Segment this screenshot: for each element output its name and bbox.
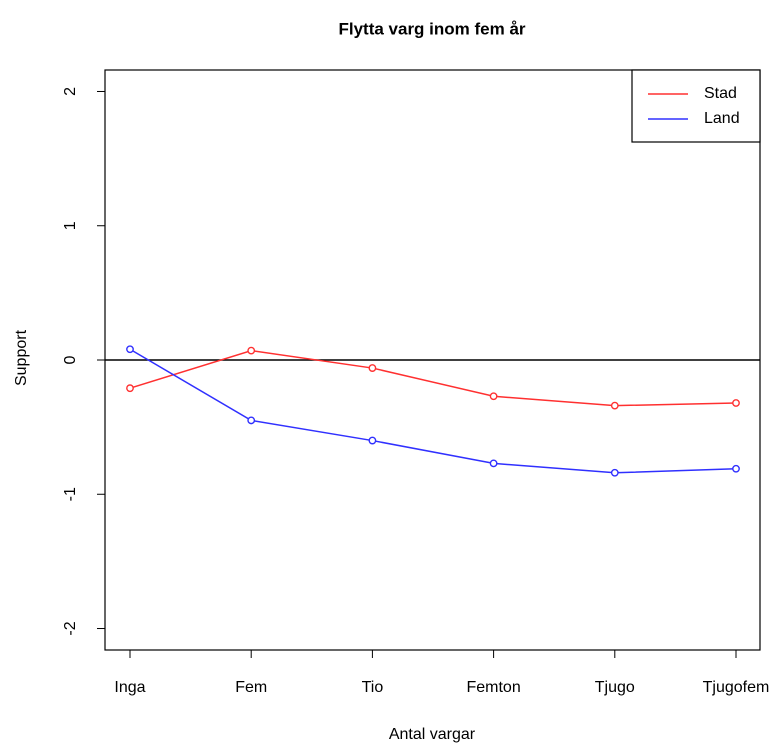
point (610, 468, 619, 477)
point (610, 401, 619, 410)
x-tick-label: Tio (362, 679, 384, 696)
x-tick-label: Tjugofem (703, 679, 770, 696)
point (126, 345, 134, 354)
y-tick-label: 1 (62, 221, 79, 230)
y-tick-label: 0 (62, 355, 79, 364)
series-line (129, 349, 737, 407)
y-tick-label: -1 (62, 487, 79, 501)
point (126, 384, 134, 393)
x-tick-label: Fem (235, 679, 267, 696)
point (489, 392, 498, 401)
point (368, 364, 377, 372)
point (247, 416, 256, 425)
legend-box (631, 69, 761, 143)
point (489, 459, 498, 468)
x-axis-label: Antal vargar (389, 726, 476, 743)
x-tick-label: Inga (114, 679, 145, 696)
y-axis-label: Support (13, 329, 30, 386)
y-tick-label: 2 (62, 87, 79, 96)
x-tick-label: Femton (466, 679, 520, 696)
y-tick-label: -2 (62, 621, 79, 635)
point (732, 399, 740, 407)
point (247, 346, 256, 355)
legend-label: Stad (704, 85, 737, 102)
x-tick-label: Tjugo (595, 679, 635, 696)
chart-title: Flytta varg inom fem år (338, 19, 525, 38)
point (368, 436, 377, 445)
series-line (129, 348, 737, 474)
point (732, 464, 740, 473)
legend-label: Land (704, 110, 740, 127)
